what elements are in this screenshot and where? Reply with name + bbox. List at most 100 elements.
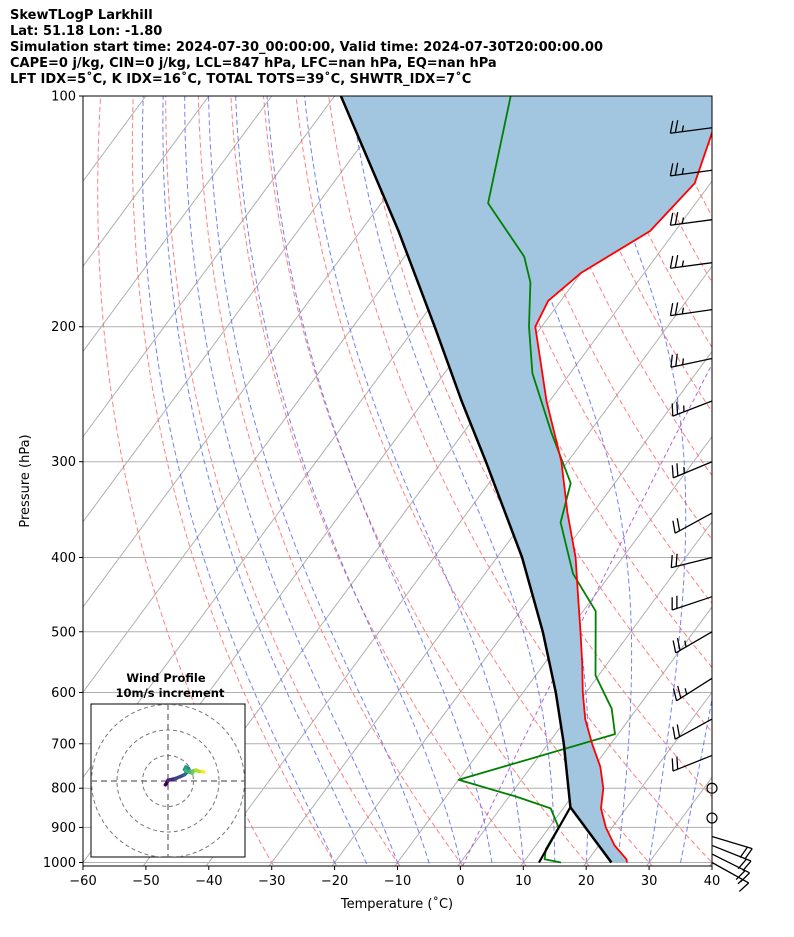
chart-title: SkewTLogP Larkhill bbox=[10, 8, 153, 23]
dry-adiabat bbox=[197, 96, 464, 866]
barb-feather bbox=[671, 465, 674, 478]
barb-half-feather bbox=[681, 307, 685, 315]
barb-feather bbox=[674, 162, 679, 176]
isotherm-line bbox=[83, 96, 461, 608]
x-tick-label: 40 bbox=[704, 874, 721, 889]
x-tick-label: −40 bbox=[195, 874, 222, 889]
barb-feather bbox=[674, 212, 679, 225]
y-tick-label: 400 bbox=[51, 551, 76, 566]
y-tick-label: 500 bbox=[51, 625, 76, 640]
barb-feather bbox=[669, 212, 674, 226]
dry-adiabat bbox=[230, 96, 527, 866]
barb-feather bbox=[674, 255, 679, 268]
barb-half-feather bbox=[682, 358, 685, 365]
barb-feather bbox=[676, 401, 679, 415]
barb-feather bbox=[670, 555, 673, 568]
moist-adiabat bbox=[407, 96, 590, 866]
isotherm-line bbox=[205, 180, 712, 866]
dry-adiabat bbox=[360, 96, 712, 798]
isotherm-line bbox=[520, 606, 712, 866]
cape-shading bbox=[340, 96, 712, 863]
barb-feather bbox=[676, 637, 681, 651]
temperature-line bbox=[534, 130, 712, 863]
barb-feather bbox=[672, 640, 677, 654]
y-tick-label: 600 bbox=[51, 686, 76, 701]
barb-feather bbox=[669, 163, 674, 176]
barb-half-feather bbox=[684, 688, 688, 695]
sounding-profiles bbox=[339, 96, 712, 864]
isotherm-line bbox=[394, 435, 712, 866]
barb-shaft bbox=[670, 262, 713, 269]
barb-shaft bbox=[670, 309, 713, 317]
cin-cape-area bbox=[340, 96, 712, 863]
moist-adiabat bbox=[350, 96, 556, 866]
barb-half-feather bbox=[681, 217, 685, 224]
barb-feather bbox=[739, 846, 748, 858]
barb-shaft bbox=[671, 596, 713, 611]
barb-shaft bbox=[674, 718, 713, 740]
barb-half-feather bbox=[681, 125, 685, 132]
moist-adiabat bbox=[141, 96, 337, 866]
barb-feather bbox=[671, 758, 674, 772]
isotherm-line bbox=[457, 520, 712, 866]
moist-adiabat bbox=[679, 96, 712, 866]
barb-half-feather bbox=[684, 640, 687, 648]
barb-shaft bbox=[674, 512, 713, 534]
mixing-ratio-line bbox=[462, 363, 712, 866]
barb-shaft bbox=[672, 754, 713, 772]
x-tick-label: −10 bbox=[384, 874, 411, 889]
barb-feather bbox=[672, 520, 676, 534]
x-tick-label: 20 bbox=[578, 874, 595, 889]
cape-line: CAPE=0 j/kg, CIN=0 j/kg, LCL=847 hPa, LF… bbox=[10, 56, 497, 71]
dry-adiabat bbox=[165, 96, 401, 866]
location-line: Lat: 51.18 Lon: -1.80 bbox=[10, 24, 163, 39]
barb-feather bbox=[676, 724, 681, 737]
barb-feather bbox=[674, 120, 679, 133]
barb-shaft bbox=[711, 844, 752, 862]
dry-adiabat bbox=[653, 96, 712, 218]
moist-adiabat bbox=[235, 96, 462, 866]
barb-shaft bbox=[670, 219, 713, 226]
y-tick-label: 100 bbox=[51, 90, 76, 105]
hodograph-plot bbox=[91, 704, 245, 857]
x-tick-label: 0 bbox=[456, 874, 464, 889]
y-tick-label: 900 bbox=[51, 821, 76, 836]
dry-adiabat bbox=[97, 96, 275, 866]
dewpoint-line bbox=[457, 96, 616, 864]
moist-adiabat bbox=[581, 96, 687, 866]
hodograph-segment bbox=[200, 769, 206, 774]
dry-adiabat bbox=[295, 96, 653, 866]
dry-adiabat bbox=[393, 96, 712, 733]
dry-adiabat bbox=[752, 96, 794, 879]
moist-adiabat bbox=[208, 96, 431, 866]
barb-feather bbox=[676, 756, 679, 770]
x-axis-label: Temperature (˚C) bbox=[340, 896, 453, 912]
barb-feather bbox=[675, 353, 678, 367]
barb-feather bbox=[738, 882, 750, 892]
x-tick-label: −30 bbox=[258, 874, 285, 889]
barb-shaft bbox=[675, 631, 713, 654]
barb-shaft bbox=[672, 400, 713, 417]
isotherm-line bbox=[83, 96, 273, 353]
parcel-line bbox=[339, 96, 613, 864]
x-tick-label: −60 bbox=[69, 874, 96, 889]
dry-adiabat bbox=[720, 96, 794, 879]
barb-shaft bbox=[676, 677, 713, 702]
y-tick-label: 200 bbox=[51, 320, 76, 335]
axis-ticks: −60 −50 −40 −30 −20 −10 0 10 20 30 40 100 200 300 400 5… bbox=[43, 90, 720, 890]
y-tick-label: 700 bbox=[51, 737, 76, 752]
moist-adiabat bbox=[184, 96, 400, 866]
isotherm-line bbox=[83, 96, 84, 97]
x-tick-label: 30 bbox=[641, 874, 658, 889]
barb-shaft bbox=[672, 461, 713, 479]
y-tick-label: 1000 bbox=[43, 856, 76, 871]
barb-feather bbox=[737, 858, 747, 870]
barb-shaft bbox=[671, 556, 713, 569]
x-tick-label: −20 bbox=[321, 874, 348, 889]
barb-feather bbox=[676, 463, 679, 476]
y-axis-label: Pressure (hPa) bbox=[18, 434, 33, 527]
barb-shaft bbox=[670, 169, 713, 177]
barb-feather bbox=[672, 688, 678, 701]
barb-half-feather bbox=[681, 260, 685, 267]
